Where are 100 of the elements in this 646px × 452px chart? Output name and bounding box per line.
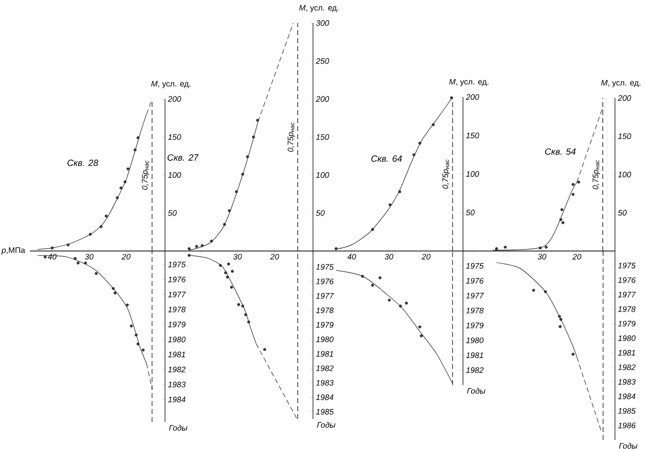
x-tick-label: 30 [384,254,394,260]
x-tick-label: 30 [538,254,546,260]
y-tick-label: 1984 [168,396,186,402]
point [538,246,542,250]
point [241,304,244,308]
point [263,348,266,351]
point [210,240,213,243]
y-tick-label: 1978 [618,306,636,312]
y-tick-label: 1983 [618,379,636,385]
y-tick-label: 1984 [618,394,636,400]
point [223,222,226,226]
point [88,232,92,236]
point [404,302,408,305]
point [572,352,575,356]
point [100,225,103,228]
text: Скв. 27 [168,154,199,161]
point [544,246,548,249]
y-tick-label: 300 [316,20,330,26]
x-axis-title: p,МПа [1,247,26,255]
y-tick-label: 1976 [618,277,636,283]
point [246,155,250,158]
point [495,247,498,250]
y-tick-label: 1982 [618,364,636,370]
y-axis-title: M, усл. ед. [601,80,640,88]
point [504,246,507,249]
point [136,136,140,140]
point [142,348,145,352]
y-tick-label: 1985 [316,408,334,415]
point [66,243,70,246]
point [544,290,547,294]
point [247,320,250,324]
point [378,276,382,280]
ref-line-label: 0,75p$_{нас}$ [288,122,295,152]
y-tick-label: 1976 [466,278,484,284]
point [398,304,402,308]
point [532,288,536,292]
y-tick-label: 1977 [168,292,186,298]
y-axis-title: Годы [467,388,486,394]
y-tick-label: 1983 [316,380,334,386]
y-tick-label: 1984 [316,394,334,400]
ref-line-label: 0,75p$_{нас}$ [442,159,450,189]
point [188,247,191,250]
y-tick-label: 1983 [168,382,186,388]
y-axis-title: Годы [317,422,336,428]
y-tick-label: 100 [168,172,182,178]
point [226,276,229,279]
point [124,180,127,184]
point [334,247,338,250]
point [252,135,256,138]
x-tick-label: 30 [233,254,242,260]
point [134,148,137,152]
y-tick-label: 1981 [618,350,635,356]
point [244,313,248,316]
point [241,172,244,176]
y-tick-label: 1979 [168,322,186,328]
y-tick-label: 1986 [618,422,636,428]
point [558,325,562,328]
y-tick-label: 1977 [466,292,484,298]
point [561,221,564,224]
point [398,190,402,194]
point [119,186,122,190]
point [559,318,562,321]
point [224,271,228,274]
point [195,244,198,248]
y-tick-label: 1980 [168,336,186,342]
x-tick-label: 20 [270,254,280,260]
y-tick-label: 150 [618,133,632,140]
point [126,303,129,306]
text: Скв. 28 [68,160,98,166]
y-tick-label: 1979 [466,322,484,328]
x-tick-label: 20 [422,254,431,260]
y-tick-label: 1981 [168,352,185,358]
point [237,303,240,306]
point [200,244,204,248]
x-tick-label: 20 [122,254,131,260]
y-tick-label: 150 [168,134,182,140]
point [560,208,564,212]
y-axis-title: M, усл. ед. [151,80,190,88]
point [572,192,575,196]
point [94,272,98,275]
point [112,286,115,290]
point [371,284,374,287]
point [50,246,54,250]
point [234,190,238,194]
y-axis-title: M, усл. ед. [299,4,338,12]
text: Скв. 64 [371,155,402,162]
point [104,214,108,218]
y-tick-label: 1975 [316,264,334,270]
point [230,286,234,289]
x-tick-label: 20 [572,254,582,260]
y-tick-label: 1981 [466,352,483,358]
y-tick-label: 1979 [618,320,636,327]
y-tick-label: 1980 [316,336,334,342]
y-tick-label: 1977 [618,292,636,298]
y-tick-label: 50 [618,210,627,216]
point [228,209,231,212]
y-tick-label: 1982 [316,365,334,372]
y-tick-label: 1982 [168,366,186,372]
line-series [336,270,453,384]
y-tick-label: 1978 [168,306,186,312]
